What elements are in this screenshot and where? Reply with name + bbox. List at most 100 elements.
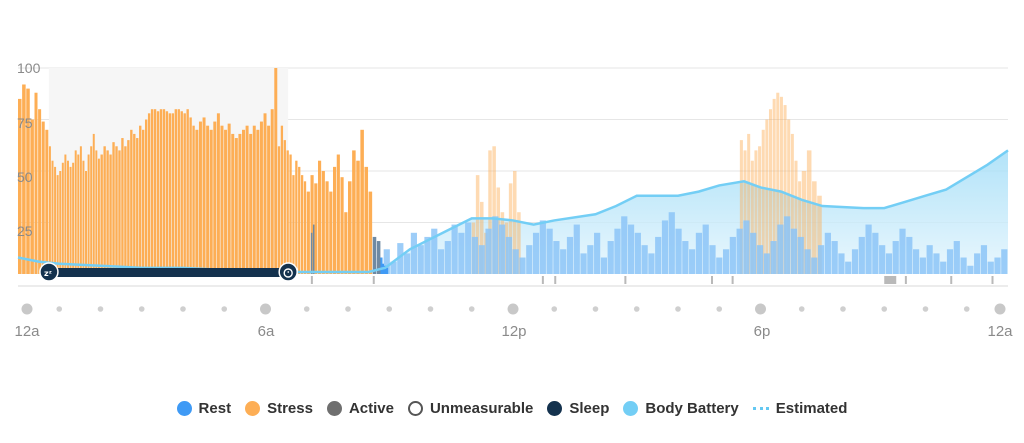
rest-bar-0-49[interactable] [709, 245, 716, 274]
stress-bar-3-29[interactable] [186, 109, 189, 274]
rest-bar-0-33[interactable] [600, 257, 608, 274]
rest-bar-0-7[interactable] [424, 236, 431, 274]
rest-bar-0-30[interactable] [580, 253, 587, 274]
stress-bar-5-5[interactable] [292, 175, 295, 274]
stress-bar-4-8[interactable] [224, 129, 228, 274]
stress-bar-3-30[interactable] [189, 117, 192, 274]
rest-bar-0-80[interactable] [919, 257, 926, 274]
stress-bar-3-10[interactable] [130, 129, 133, 274]
active-bar-1-0[interactable] [372, 236, 377, 274]
rest-bar-0-44[interactable] [675, 228, 682, 274]
stress-bar-9-9[interactable] [772, 98, 776, 275]
stress-bar-7-3[interactable] [360, 129, 364, 274]
rest-bar-0-83[interactable] [940, 261, 947, 274]
stress-bar-8-9[interactable] [508, 183, 513, 274]
stress-bar-4-19[interactable] [263, 113, 267, 274]
stress-bar-3-16[interactable] [147, 113, 151, 274]
stress-bar-7-5[interactable] [368, 191, 373, 274]
stress-bar-5-7[interactable] [298, 166, 301, 274]
stress-bar-2-13[interactable] [82, 160, 85, 274]
stress-bar-3-5[interactable] [115, 146, 118, 274]
stress-bar-2-12[interactable] [79, 146, 82, 274]
legend-body-battery[interactable]: Body Battery [623, 400, 739, 417]
rest-bar-0-20[interactable] [512, 249, 519, 274]
stress-bar-2-15[interactable] [87, 154, 90, 274]
rest-bar-0-84[interactable] [946, 249, 954, 274]
rest-bar-0-64[interactable] [811, 257, 818, 274]
stress-bar-9-10[interactable] [776, 92, 780, 274]
stress-bar-8-10[interactable] [513, 171, 517, 274]
rest-bar-0-59[interactable] [777, 224, 784, 274]
stress-bar-2-4[interactable] [59, 171, 62, 274]
stress-bar-4-10[interactable] [231, 133, 235, 274]
rest-bar-0-69[interactable] [845, 261, 852, 274]
stress-bar-10-0[interactable] [801, 171, 807, 274]
stress-bar-6-6[interactable] [329, 191, 333, 274]
stress-bar-9-1[interactable] [743, 150, 747, 274]
stress-bar-3-4[interactable] [112, 142, 115, 274]
rest-bar-0-57[interactable] [763, 253, 770, 274]
rest-bar-0-70[interactable] [851, 249, 859, 274]
rest-bar-0-8[interactable] [431, 228, 438, 274]
stress-bar-4-7[interactable] [220, 125, 224, 275]
rest-bar-0-15[interactable] [478, 245, 485, 274]
stress-bar-5-1[interactable] [280, 125, 284, 275]
stress-bar-8-1[interactable] [475, 175, 480, 274]
stress-bar-5-2[interactable] [283, 140, 286, 274]
rest-bar-0-87[interactable] [967, 265, 974, 274]
stress-bar-4-9[interactable] [227, 123, 231, 275]
stress-bar-8-5[interactable] [492, 146, 496, 274]
stress-bar-7-2[interactable] [356, 160, 360, 274]
rest-bar-0-50[interactable] [716, 257, 723, 274]
rest-bar-0-73[interactable] [872, 232, 879, 274]
rest-bar-0-16[interactable] [485, 228, 492, 274]
stress-bar-6-0[interactable] [306, 191, 310, 274]
stress-bar-6-7[interactable] [333, 166, 337, 274]
stress-bar-6-9[interactable] [340, 177, 344, 274]
rest-bar-0-12[interactable] [458, 232, 465, 274]
rest-bar-0-77[interactable] [899, 228, 906, 274]
stress-bar-3-17[interactable] [150, 109, 154, 274]
stress-bar-0-0[interactable] [18, 98, 22, 275]
stress-bar-3-7[interactable] [121, 138, 124, 274]
stress-bar-2-9[interactable] [72, 162, 75, 274]
rest-bar-0-88[interactable] [974, 253, 981, 274]
rest-bar-0-37[interactable] [627, 224, 635, 274]
rest-bar-0-26[interactable] [553, 241, 560, 274]
stress-bar-8-11[interactable] [517, 212, 521, 274]
rest-bar-0-63[interactable] [804, 249, 811, 274]
rest-bar-0-46[interactable] [689, 249, 696, 274]
rest-bar-0-19[interactable] [505, 236, 513, 274]
rest-bar-0-66[interactable] [824, 232, 831, 274]
stress-bar-4-4[interactable] [209, 129, 213, 274]
rest-bar-0-14[interactable] [471, 236, 479, 274]
rest-bar-0-78[interactable] [906, 236, 913, 274]
stress-bar-3-18[interactable] [153, 109, 157, 274]
rest-bar-0-92[interactable] [1001, 249, 1008, 274]
stress-bar-5-9[interactable] [303, 181, 307, 274]
stress-bar-3-11[interactable] [133, 133, 136, 274]
stress-bar-9-5[interactable] [758, 146, 762, 274]
rest-bar-0-39[interactable] [641, 245, 648, 274]
rest-bar-0-75[interactable] [885, 253, 893, 274]
stress-bar-3-24[interactable] [171, 113, 175, 274]
stress-bar-10-2[interactable] [812, 181, 817, 274]
stress-bar-1-3[interactable] [45, 129, 49, 274]
rest-dark-bar-3[interactable] [385, 267, 389, 274]
stress-bar-2-0[interactable] [48, 146, 51, 274]
stress-bar-4-0[interactable] [195, 129, 199, 274]
rest-bar-0-21[interactable] [519, 257, 526, 274]
rest-bar-0-23[interactable] [532, 232, 540, 274]
stress-bar-3-12[interactable] [136, 138, 139, 274]
stress-bar-2-5[interactable] [61, 162, 64, 274]
stress-bar-1-0[interactable] [34, 92, 38, 274]
stress-bar-6-2[interactable] [314, 183, 318, 274]
stress-bar-5-0[interactable] [277, 146, 281, 274]
rest-bar-0-47[interactable] [695, 232, 703, 274]
stress-bar-4-12[interactable] [238, 133, 242, 274]
stress-bar-9-11[interactable] [779, 96, 783, 274]
stress-bar-6-10[interactable] [344, 212, 348, 274]
rest-bar-0-45[interactable] [682, 241, 689, 274]
stress-bar-0-3[interactable] [30, 119, 34, 275]
stress-bar-3-3[interactable] [109, 154, 112, 274]
